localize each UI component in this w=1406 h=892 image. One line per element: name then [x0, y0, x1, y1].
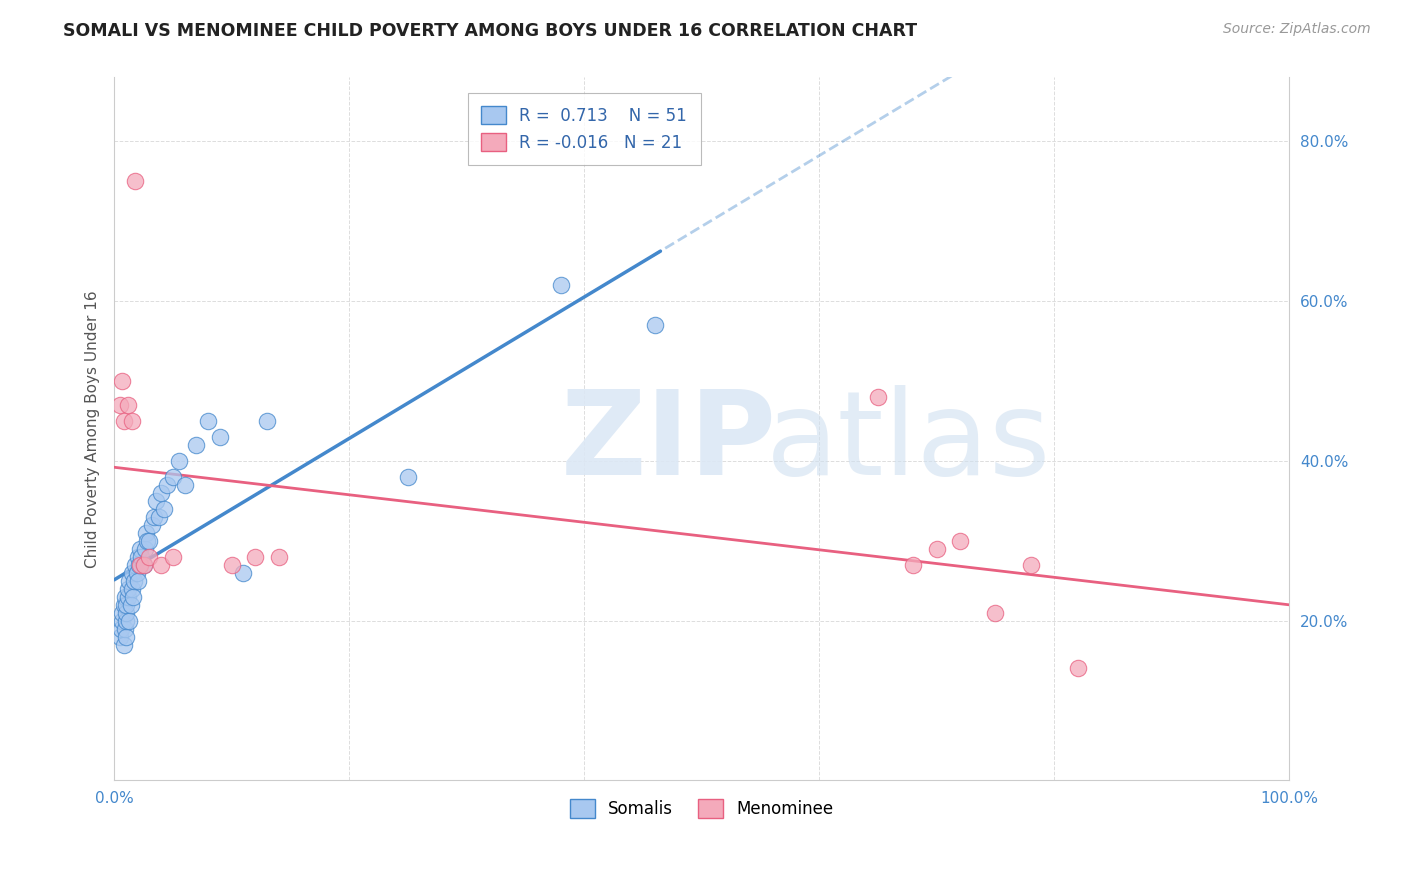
Y-axis label: Child Poverty Among Boys Under 16: Child Poverty Among Boys Under 16 [86, 290, 100, 567]
Point [145, 493, 167, 508]
Text: SOMALI VS MENOMINEE CHILD POVERTY AMONG BOYS UNDER 16 CORRELATION CHART: SOMALI VS MENOMINEE CHILD POVERTY AMONG … [63, 22, 917, 40]
Point [114, 622, 136, 636]
Point [136, 533, 159, 548]
Point [117, 582, 139, 596]
Point [111, 374, 134, 388]
Point [118, 574, 141, 588]
Point [115, 630, 138, 644]
Point [232, 566, 254, 580]
Point [141, 517, 163, 532]
Point [138, 533, 160, 548]
Point [112, 598, 135, 612]
Point [1067, 661, 1090, 675]
Point [903, 558, 925, 572]
Point [984, 606, 1007, 620]
Point [221, 558, 243, 572]
Point [124, 558, 146, 572]
Point [866, 390, 889, 404]
Point [396, 470, 419, 484]
Point [132, 558, 155, 572]
Point [128, 558, 150, 572]
Point [162, 470, 184, 484]
Point [267, 549, 290, 564]
Point [127, 574, 149, 588]
Point [117, 398, 139, 412]
Point [122, 574, 145, 588]
Point [135, 525, 157, 540]
Point [156, 477, 179, 491]
Point [108, 398, 131, 412]
Point [121, 566, 143, 580]
Point [111, 614, 134, 628]
Point [152, 501, 174, 516]
Point [256, 414, 278, 428]
Point [112, 414, 135, 428]
Point [110, 622, 132, 636]
Point [949, 533, 972, 548]
Point [134, 541, 156, 556]
Point [114, 590, 136, 604]
Point [108, 630, 131, 644]
Point [117, 590, 139, 604]
Point [644, 318, 666, 332]
Text: Source: ZipAtlas.com: Source: ZipAtlas.com [1223, 22, 1371, 37]
Point [111, 606, 134, 620]
Point [148, 509, 170, 524]
Point [122, 590, 145, 604]
Text: atlas: atlas [766, 385, 1052, 500]
Point [129, 558, 152, 572]
Point [138, 549, 160, 564]
Point [124, 174, 146, 188]
Point [129, 541, 152, 556]
Point [132, 558, 155, 572]
Point [167, 454, 190, 468]
Point [115, 598, 138, 612]
Point [208, 430, 231, 444]
Legend: Somalis, Menominee: Somalis, Menominee [564, 793, 841, 825]
Point [112, 638, 135, 652]
Point [150, 558, 173, 572]
Point [127, 549, 149, 564]
Point [125, 566, 148, 580]
Text: ZIP: ZIP [561, 385, 776, 500]
Point [173, 477, 195, 491]
Point [245, 549, 267, 564]
Point [120, 598, 142, 612]
Point [121, 582, 143, 596]
Point [150, 485, 173, 500]
Point [118, 614, 141, 628]
Point [115, 606, 138, 620]
Point [143, 509, 166, 524]
Point [121, 414, 143, 428]
Point [1019, 558, 1042, 572]
Point [115, 614, 138, 628]
Point [197, 414, 219, 428]
Point [129, 549, 152, 564]
Point [550, 278, 572, 293]
Point [186, 438, 208, 452]
Point [925, 541, 948, 556]
Point [162, 549, 184, 564]
